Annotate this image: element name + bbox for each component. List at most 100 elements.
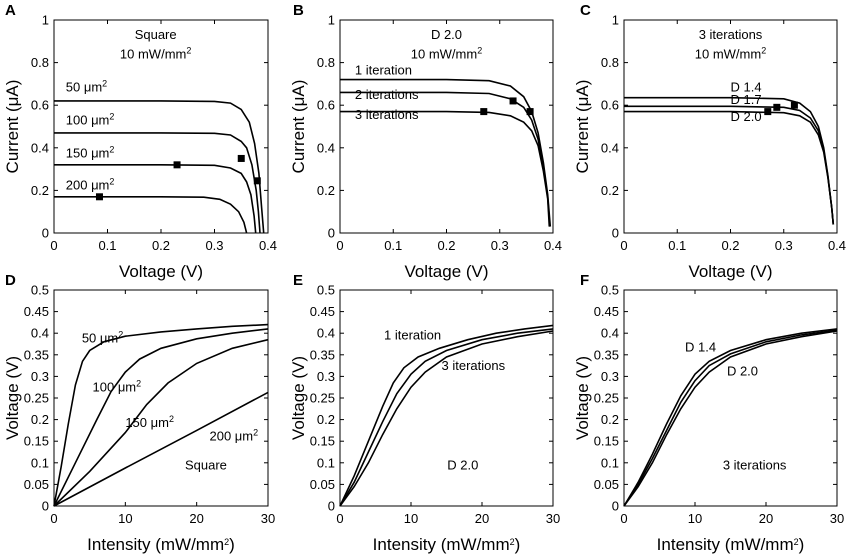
x-tick-label: 20	[189, 511, 203, 526]
x-tick-label: 0	[50, 238, 57, 253]
y-tick-label: 0.4	[317, 140, 335, 155]
y-tick-label: 0	[42, 226, 49, 241]
panel-label-D: D	[5, 272, 16, 289]
y-tick-label: 0.45	[24, 304, 49, 319]
series-label: D 2.0	[731, 109, 762, 124]
y-tick-label: 0.35	[24, 347, 49, 362]
series-label: 3 iterations	[442, 358, 506, 373]
y-tick-label: 0.35	[310, 347, 335, 362]
x-tick-label: 0.2	[152, 238, 170, 253]
series-label: 150 μm2	[66, 144, 115, 160]
series-label: 100 μm2	[93, 379, 142, 395]
x-tick-label: 0.3	[775, 238, 793, 253]
series-label: 3 iterations	[355, 107, 419, 122]
x-tick-label: 10	[688, 511, 702, 526]
y-tick-label: 0	[612, 499, 619, 514]
y-tick-label: 0.35	[594, 347, 619, 362]
series-line-1	[339, 324, 554, 507]
panel-label-A: A	[5, 2, 16, 19]
y-tick-label: 0.15	[594, 434, 619, 449]
y-tick-label: 0.15	[24, 434, 49, 449]
y-tick-label: 0.05	[24, 477, 49, 492]
y-tick-label: 0	[42, 499, 49, 514]
y-tick-label: 0.4	[31, 140, 49, 155]
data-marker	[173, 161, 181, 169]
data-marker	[526, 108, 534, 116]
y-tick-label: 0.6	[31, 98, 49, 113]
series-label: 50 μm2	[82, 330, 123, 346]
y-axis-label: Current (μA)	[289, 80, 308, 174]
data-marker	[95, 193, 103, 201]
data-marker	[509, 97, 517, 105]
x-axis-label: Intensity (mW/mm2)	[87, 535, 235, 554]
y-tick-label: 0.25	[594, 391, 619, 406]
series-line-3	[624, 110, 835, 225]
y-axis-label: Voltage (V)	[573, 356, 592, 440]
y-tick-label: 0.25	[24, 391, 49, 406]
series-line-3	[340, 110, 551, 227]
x-tick-label: 0	[336, 511, 343, 526]
y-axis-label: Current (μA)	[573, 80, 592, 174]
y-tick-label: 0.05	[310, 477, 335, 492]
panel-B: B 0 0.1 0.2 0.3 0.4 0 0.2 0.4 0.6 0.8 1 Voltage (V) C…	[289, 2, 562, 281]
panel-label-B: B	[293, 2, 304, 19]
y-tick-label: 0.5	[601, 283, 619, 298]
series-label: D 1.7	[731, 92, 762, 107]
panel-title: D 2.0	[447, 457, 478, 472]
y-tick-label: 0.2	[317, 183, 335, 198]
panel-subtitle: 10 mW/mm2	[411, 45, 482, 61]
x-tick-label: 0.4	[259, 238, 277, 253]
plot-frame	[53, 289, 269, 507]
x-tick-label: 0.1	[384, 238, 402, 253]
y-axis-label: Voltage (V)	[289, 356, 308, 440]
y-tick-label: 0.5	[317, 283, 335, 298]
y-tick-label: 0.4	[601, 140, 619, 155]
y-tick-label: 0.4	[601, 326, 619, 341]
panel-F: F 0 10 20 30 0 0.05 0.1 0.15 0.2 0.25 0.3 0.35 0.4 0.4…	[573, 272, 844, 554]
y-tick-label: 0.2	[601, 183, 619, 198]
y-tick-label: 0.1	[601, 455, 619, 470]
panel-label-F: F	[580, 272, 589, 289]
series-line-4	[53, 391, 269, 507]
series-label: 1 iteration	[384, 328, 441, 343]
panel-title: 3 iterations	[723, 457, 787, 472]
y-tick-label: 0.15	[310, 434, 335, 449]
y-tick-label: 0.8	[601, 55, 619, 70]
x-axis-label: Intensity (mW/mm2)	[657, 535, 805, 554]
data-marker	[237, 154, 245, 162]
y-tick-label: 0	[328, 499, 335, 514]
x-axis-label: Intensity (mW/mm2)	[373, 535, 521, 554]
x-axis-label: Voltage (V)	[688, 262, 772, 281]
series-label: D 1.4	[685, 339, 716, 354]
series-line-1	[53, 323, 269, 507]
y-tick-label: 0.4	[317, 326, 335, 341]
series-line-2	[54, 132, 261, 234]
panel-title: Square	[185, 457, 227, 472]
y-tick-label: 0.2	[31, 183, 49, 198]
series-label: D 2.0	[727, 364, 758, 379]
x-tick-label: 0.3	[491, 238, 509, 253]
y-tick-label: 0.6	[317, 98, 335, 113]
y-tick-label: 0.4	[31, 326, 49, 341]
y-tick-label: 1	[612, 13, 619, 28]
y-tick-label: 0.45	[310, 304, 335, 319]
x-tick-label: 0	[50, 511, 57, 526]
y-tick-label: 0.8	[317, 55, 335, 70]
y-tick-label: 0.6	[601, 98, 619, 113]
x-tick-label: 0.4	[828, 238, 846, 253]
x-tick-label: 30	[830, 511, 844, 526]
y-tick-label: 0.45	[594, 304, 619, 319]
x-tick-label: 0.2	[437, 238, 455, 253]
series-label: 100 μm2	[66, 111, 115, 127]
y-tick-label: 0.25	[310, 391, 335, 406]
x-tick-label: 0.4	[544, 238, 562, 253]
series-line-3	[339, 330, 554, 507]
series-line-3	[54, 164, 257, 234]
series-label: D 1.4	[731, 79, 762, 94]
y-tick-label: 1	[328, 13, 335, 28]
x-tick-label: 0.1	[98, 238, 116, 253]
series-line-1	[623, 328, 838, 507]
panel-D: D 0 10 20 30 0 0.05 0.1 0.15 0.2 0.25 0.3 0.35 0.4 0.4…	[3, 272, 275, 554]
data-marker	[773, 103, 781, 111]
